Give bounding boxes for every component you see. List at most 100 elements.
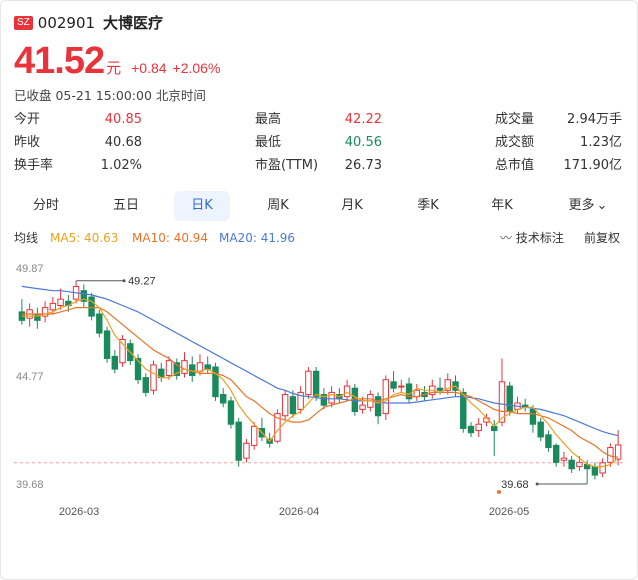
tab-label: 分时 <box>32 198 59 213</box>
stock-header: SZ 002901 大博医疗 <box>14 12 163 33</box>
ma10-line <box>21 307 619 458</box>
stat-value: 26.73 <box>344 158 382 173</box>
price-change: +0.84 <box>131 60 167 76</box>
stat-label: 市盈(TTM) <box>255 158 319 173</box>
ma5-value: MA5: 40.63 <box>50 231 119 245</box>
candle-up <box>614 444 622 460</box>
tech-annotation-label: 技术标注 <box>515 231 564 245</box>
candle-down <box>96 313 103 334</box>
event-marker-dot <box>497 490 501 494</box>
ma5-line <box>21 298 619 468</box>
stat-label: 换手率 <box>14 158 54 173</box>
stock-code: 002901 <box>37 13 96 32</box>
candle-up <box>359 404 366 410</box>
candle-down <box>552 444 560 463</box>
candle-down <box>506 385 513 413</box>
tab-3[interactable]: 周K <box>250 191 306 221</box>
stat-value: 2.94万手 <box>567 112 622 127</box>
high-marker-dot <box>122 279 126 283</box>
candle-down <box>320 394 328 406</box>
candle-up <box>196 362 204 372</box>
tab-label: 周K <box>267 198 289 213</box>
candle-down <box>80 290 88 302</box>
stat-label: 最高 <box>255 112 282 127</box>
current-price: 41.52 <box>14 40 105 82</box>
tab-6[interactable]: 年K <box>474 191 530 221</box>
wave-icon: 〰 <box>500 231 513 245</box>
candle-up <box>343 385 351 398</box>
stat-label: 成交量 <box>495 112 535 127</box>
candle-down <box>405 383 413 400</box>
stat-label: 最低 <box>255 135 282 150</box>
candle-up <box>297 391 304 410</box>
tab-2[interactable]: 日K <box>174 191 230 221</box>
ma20-line <box>21 285 619 437</box>
tab-1[interactable]: 五日 <box>98 191 154 221</box>
stat-label: 今开 <box>14 112 41 127</box>
candle-up <box>243 442 250 459</box>
stat-value: 171.90亿 <box>563 158 623 173</box>
x-tick-label: 2026-04 <box>279 506 319 518</box>
low-marker-dot <box>535 482 539 486</box>
price-unit: 元 <box>106 59 122 77</box>
stat-value: 40.85 <box>104 112 142 127</box>
candle-up <box>41 307 49 317</box>
candle-down <box>289 396 297 415</box>
tab-label: 更多 <box>568 198 595 213</box>
tab-5[interactable]: 季K <box>400 191 456 221</box>
high-marker-label: 49.27 <box>128 276 156 288</box>
x-tick-label: 2026-05 <box>489 506 529 518</box>
candle-down <box>436 387 444 391</box>
tab-0[interactable]: 分时 <box>18 191 74 221</box>
candle-down <box>142 377 149 393</box>
stat-value: 1.02% <box>100 158 142 173</box>
exchange-badge: SZ <box>14 15 33 30</box>
candle-up <box>599 462 606 474</box>
candle-up <box>305 370 312 396</box>
tab-7[interactable]: 更多 ⌄ <box>560 191 616 221</box>
candle-up <box>328 391 335 404</box>
candle-up <box>398 385 405 388</box>
candle-up <box>475 423 482 432</box>
candle-down <box>235 421 242 461</box>
tab-label: 季K <box>417 198 439 213</box>
candle-down <box>219 394 227 404</box>
candle-up <box>119 338 126 364</box>
candle-up <box>382 379 390 415</box>
y-tick-label: 39.68 <box>16 479 44 491</box>
stat-value: 40.56 <box>344 135 382 150</box>
candle-up <box>576 461 583 468</box>
candle-up <box>49 302 57 311</box>
candle-down <box>545 434 552 449</box>
tab-label: 月K <box>341 198 363 213</box>
candle-down <box>88 296 95 317</box>
adjust-selector[interactable]: 前复权 <box>584 231 621 245</box>
tab-4[interactable]: 月K <box>324 191 380 221</box>
candle-down <box>591 466 599 476</box>
candle-down <box>173 362 180 376</box>
chevron-down-icon: ⌄ <box>596 198 608 213</box>
stat-label: 昨收 <box>14 135 41 150</box>
stock-name: 大博医疗 <box>103 14 164 32</box>
candle-down <box>227 400 235 425</box>
candle-down <box>134 358 142 381</box>
ma-bar: 均线 MA5: 40.63 MA10: 40.94 MA20: 41.96 〰 … <box>14 229 624 247</box>
stat-label: 成交额 <box>495 135 535 150</box>
y-tick-label: 44.77 <box>16 371 44 383</box>
stat-label: 总市值 <box>495 158 535 173</box>
candle-down <box>467 425 475 434</box>
price-row: 41.52 元 +0.84 +2.06% <box>14 40 226 83</box>
candle-down <box>212 366 219 398</box>
candle-up <box>498 381 506 423</box>
candle-up <box>281 394 289 417</box>
candle-up <box>444 379 451 391</box>
tech-annotation-toggle[interactable]: 〰 技术标注 <box>500 229 564 247</box>
market-status: 已收盘 05-21 15:00:00 北京时间 <box>14 88 206 103</box>
candle-up <box>181 360 188 374</box>
stat-value: 42.22 <box>344 112 382 127</box>
candle-down <box>568 459 575 470</box>
tab-label: 五日 <box>112 198 139 213</box>
candle-down <box>111 355 119 370</box>
candle-up <box>57 298 64 307</box>
